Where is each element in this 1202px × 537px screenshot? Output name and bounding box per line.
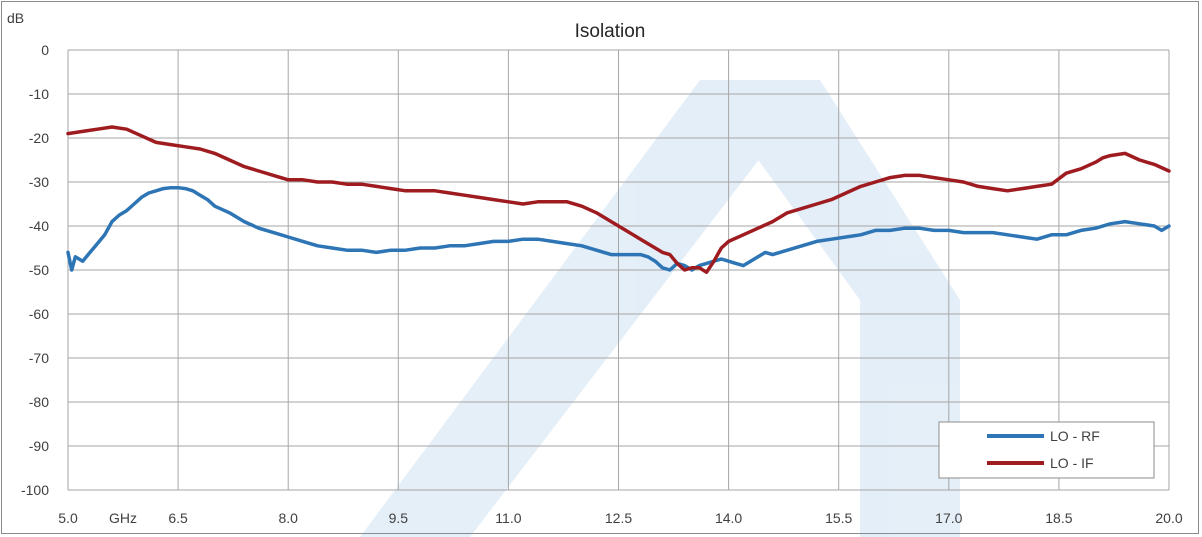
x-tick-label: 11.0 [495, 510, 521, 526]
y-axis-unit-label: dB [7, 10, 24, 26]
x-axis-ticks: 5.0 6.5 8.0 9.5 11.0 12.5 14.0 15.5 17.0 18.5 20.0 [58, 510, 1183, 526]
grid [67, 49, 1170, 491]
y-tick-label: -100 [21, 482, 49, 498]
watermark-logo [360, 80, 960, 537]
y-tick-label: 0 [41, 42, 49, 58]
x-tick-label: 15.5 [825, 510, 852, 526]
y-tick-label: -90 [29, 438, 49, 454]
x-axis-unit-label: GHz [109, 510, 137, 526]
legend-label-lo-rf: LO - RF [1050, 428, 1100, 444]
series-line-lo-rf [66, 185, 1171, 272]
y-tick-label: -50 [29, 262, 49, 278]
y-tick-label: -10 [29, 86, 49, 102]
series-line-lo-if [66, 125, 1171, 274]
y-axis-ticks: 0 -10 -20 -30 -40 -50 -60 -70 -80 -90 -100 [21, 42, 49, 498]
series-lines [66, 125, 1171, 274]
y-tick-label: -60 [29, 306, 49, 322]
legend-label-lo-if: LO - IF [1050, 455, 1094, 471]
x-tick-label: 5.0 [58, 510, 78, 526]
y-tick-label: -30 [29, 174, 49, 190]
legend-box [938, 421, 1155, 479]
x-tick-label: 14.0 [715, 510, 742, 526]
y-tick-label: -70 [29, 350, 49, 366]
y-tick-label: -20 [29, 130, 49, 146]
x-tick-label: 6.5 [168, 510, 188, 526]
y-tick-label: -40 [29, 218, 49, 234]
legend: LO - RF LO - IF [938, 421, 1155, 479]
x-tick-label: 8.0 [278, 510, 298, 526]
x-tick-label: 9.5 [389, 510, 409, 526]
y-tick-label: -80 [29, 394, 49, 410]
x-tick-label: 17.0 [935, 510, 962, 526]
x-tick-label: 18.5 [1045, 510, 1072, 526]
x-tick-label: 12.5 [605, 510, 632, 526]
x-tick-label: 20.0 [1155, 510, 1182, 526]
chart-title: Isolation [575, 21, 646, 42]
